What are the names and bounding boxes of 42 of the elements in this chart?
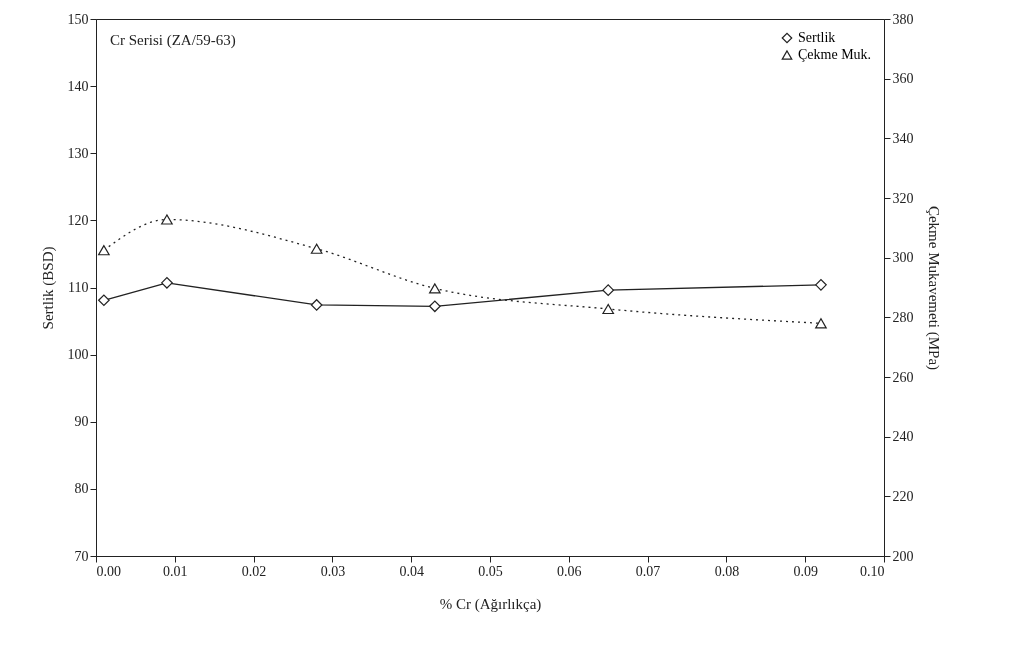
y2-tick-label: 260 bbox=[892, 369, 914, 385]
x-axis-title: % Cr (Ağırlıkça) bbox=[439, 595, 542, 613]
legend-label: Sertlik bbox=[798, 30, 836, 45]
y2-tick-label: 200 bbox=[892, 548, 914, 564]
annotation: Cr Serisi (ZA/59-63) bbox=[110, 32, 236, 49]
x-tick-label: 0.03 bbox=[320, 563, 346, 579]
x-tick-label: 0.04 bbox=[399, 563, 424, 579]
point bbox=[310, 243, 323, 254]
x-tick-label: 0.10 bbox=[860, 563, 885, 579]
point bbox=[602, 303, 615, 315]
y-tick-label: 80 bbox=[74, 481, 89, 497]
y2-tick-label: 320 bbox=[892, 190, 914, 206]
y-tick-label: 100 bbox=[67, 347, 89, 363]
x-tick-label: 0.08 bbox=[714, 563, 740, 579]
y-axis-title: Sertlik (BSD) bbox=[39, 246, 57, 330]
x-tick-label: 0.00 bbox=[96, 563, 121, 579]
y-tick-label: 150 bbox=[67, 11, 89, 27]
y2-tick-label: 240 bbox=[892, 429, 914, 445]
y-tick-label: 70 bbox=[74, 548, 89, 564]
y2-tick-label: 360 bbox=[892, 71, 914, 87]
y2-tick-label: 300 bbox=[892, 250, 914, 266]
y2-tick-label: 280 bbox=[892, 309, 914, 325]
y2-tick-label: 340 bbox=[892, 130, 914, 146]
y-tick-label: 140 bbox=[67, 78, 89, 94]
x-tick-label: 0.06 bbox=[557, 563, 582, 579]
x-tick-label: 0.01 bbox=[163, 563, 188, 579]
point bbox=[429, 283, 441, 294]
y2-tick-label: 220 bbox=[892, 488, 914, 504]
x-tick-label: 0.05 bbox=[478, 563, 503, 579]
legend-label: Çekme Muk. bbox=[798, 47, 872, 62]
point bbox=[98, 245, 110, 256]
x-tick-label: 0.07 bbox=[635, 563, 661, 579]
point bbox=[815, 318, 827, 329]
y-tick-label: 110 bbox=[68, 280, 89, 295]
y-tick-label: 130 bbox=[67, 145, 89, 161]
x-tick-label: 0.02 bbox=[241, 563, 267, 579]
point bbox=[161, 214, 173, 225]
y2-tick-label: 380 bbox=[892, 11, 914, 27]
y-tick-label: 90 bbox=[74, 414, 89, 430]
x-tick-label: 0.09 bbox=[793, 563, 818, 579]
y2-axis-title: Çekme Mukavemeti (MPa) bbox=[924, 205, 942, 371]
y-tick-label: 120 bbox=[67, 212, 89, 228]
